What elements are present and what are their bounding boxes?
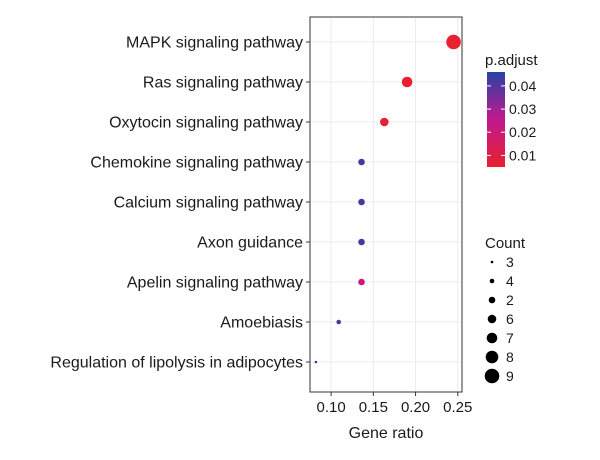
size-legend-items: 3 4 2 6 7 8 9 — [484, 254, 514, 384]
color-legend: p.adjust 0.04 0.03 0.02 0.01 — [485, 52, 538, 167]
y-axis-labels: MAPK signaling pathway Ras signaling path… — [50, 35, 310, 372]
size-legend-label: 2 — [506, 292, 514, 308]
x-axis-ticks: 0.10 0.15 0.20 0.25 — [317, 392, 472, 416]
x-tick-label: 0.20 — [401, 399, 430, 416]
size-legend-dot — [487, 314, 497, 324]
y-tick-label: Oxytocin signaling pathway — [109, 115, 303, 132]
y-tick-label: Regulation of lipolysis in adipocytes — [50, 355, 303, 372]
color-tick-label: 0.04 — [509, 78, 536, 94]
size-legend-dot — [489, 278, 495, 284]
color-tick-label: 0.01 — [509, 147, 536, 163]
x-axis-title: Gene ratio — [349, 425, 424, 442]
data-point — [314, 360, 318, 364]
x-tick-label: 0.15 — [359, 399, 388, 416]
y-tick-label: Chemokine signaling pathway — [90, 155, 303, 172]
size-legend-label: 9 — [506, 368, 514, 384]
data-point — [358, 278, 365, 286]
size-legend-label: 8 — [506, 349, 514, 365]
y-tick-label: Axon guidance — [197, 235, 303, 252]
data-point — [358, 158, 365, 166]
size-legend-dot — [486, 332, 498, 344]
vertical-gridlines — [330, 18, 459, 391]
size-legend: Count 3 4 2 6 7 8 9 — [484, 235, 526, 384]
data-points — [314, 34, 461, 364]
color-legend-bar — [487, 72, 505, 167]
data-point — [358, 238, 365, 246]
y-tick-label: MAPK signaling pathway — [126, 35, 303, 52]
size-legend-label: 7 — [506, 330, 514, 346]
color-legend-title: p.adjust — [485, 52, 538, 69]
data-point — [336, 319, 342, 325]
y-tick-label: Amoebiasis — [220, 315, 303, 332]
color-legend-ticks: 0.04 0.03 0.02 0.01 — [487, 78, 536, 163]
size-legend-dot — [488, 296, 496, 304]
x-tick-label: 0.25 — [443, 399, 472, 416]
size-legend-dot — [484, 368, 500, 384]
size-legend-dot — [485, 350, 499, 364]
x-tick-label: 0.10 — [317, 399, 346, 416]
size-legend-dot — [490, 260, 494, 264]
size-legend-label: 3 — [506, 254, 514, 270]
y-tick-label: Ras signaling pathway — [143, 75, 303, 92]
plot-panel — [309, 16, 463, 393]
horizontal-gridlines — [311, 41, 461, 363]
size-legend-label: 4 — [506, 273, 514, 289]
data-point — [380, 117, 389, 127]
y-tick-label: Apelin signaling pathway — [127, 275, 303, 292]
size-legend-title: Count — [485, 235, 526, 252]
color-tick-label: 0.02 — [509, 124, 536, 140]
data-point — [401, 76, 413, 88]
data-point — [358, 198, 365, 206]
data-point — [446, 34, 461, 50]
y-tick-label: Calcium signaling pathway — [114, 195, 303, 212]
size-legend-label: 6 — [506, 311, 514, 327]
color-tick-label: 0.03 — [509, 101, 536, 117]
